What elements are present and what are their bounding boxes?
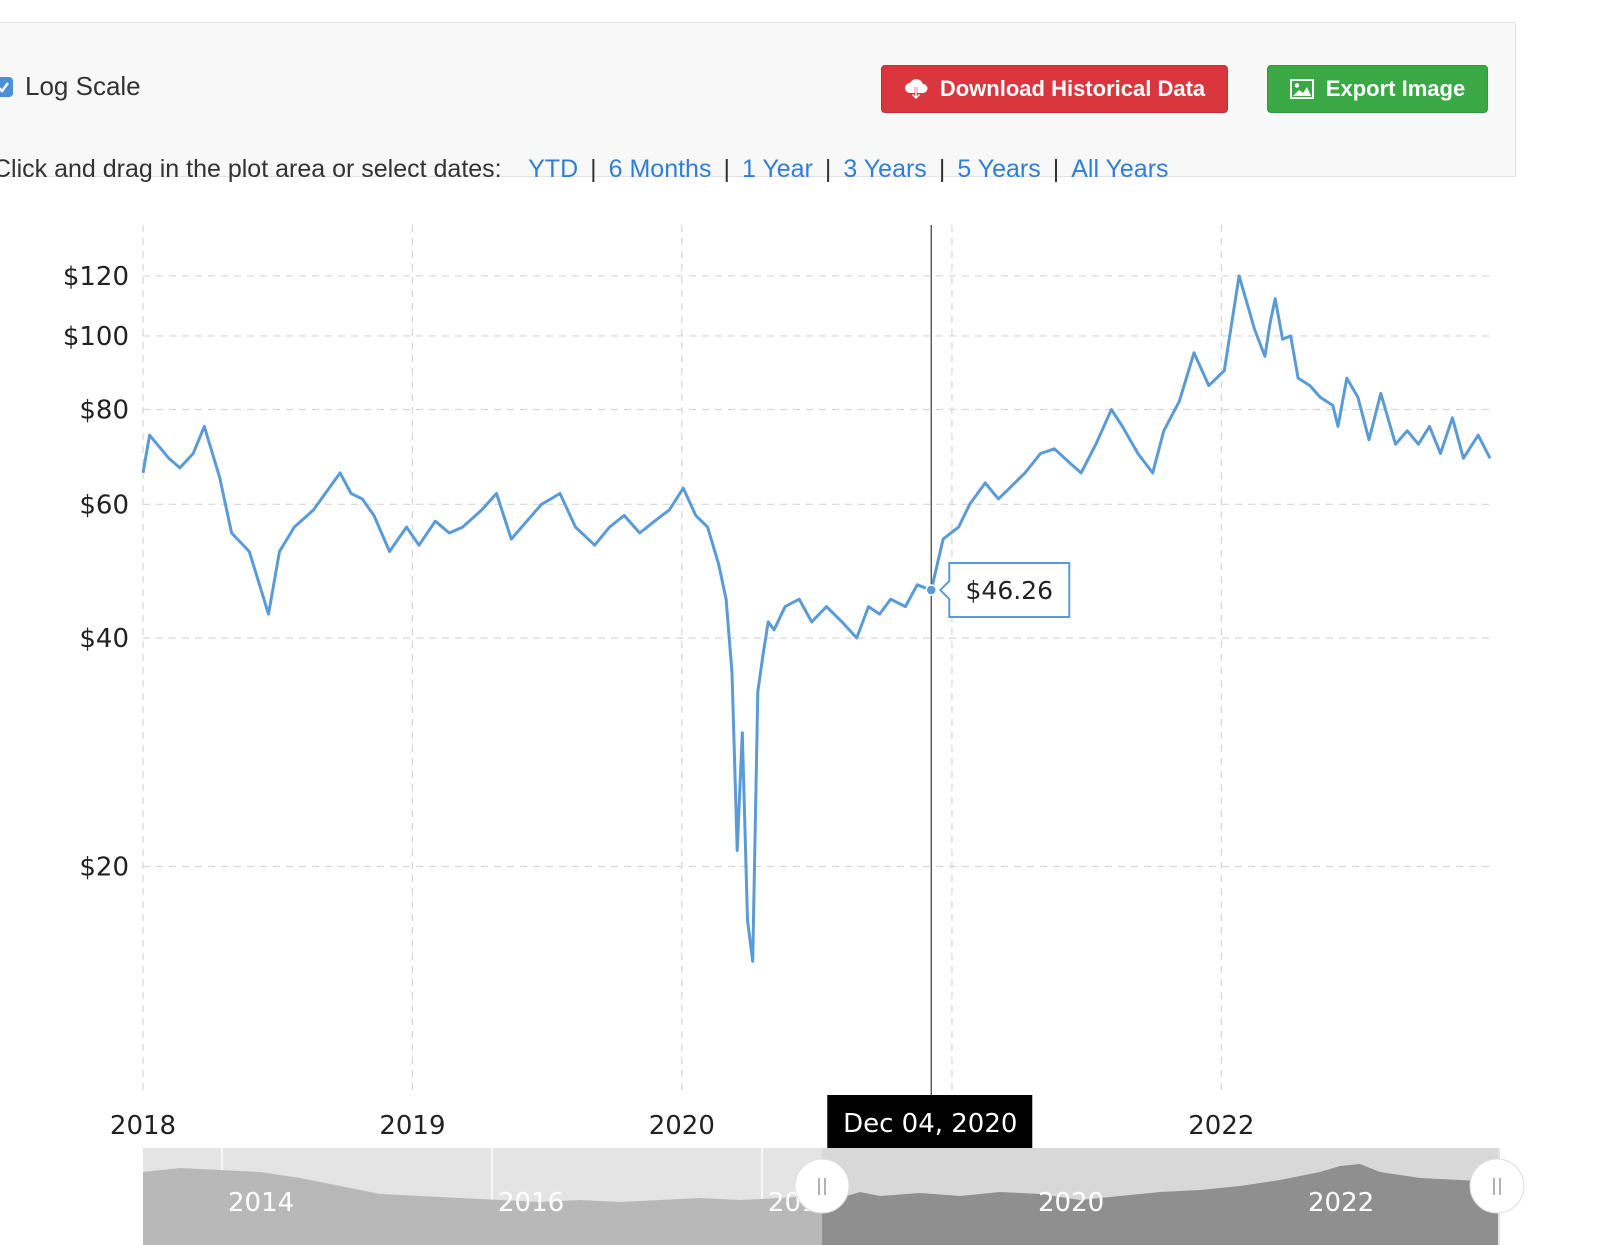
range-link-ytd[interactable]: YTD: [528, 155, 579, 183]
range-link-all-years[interactable]: All Years: [1071, 155, 1169, 183]
y-tick-label: $60: [79, 490, 129, 520]
range-separator: |: [938, 155, 946, 183]
download-button-label: Download Historical Data: [939, 76, 1206, 101]
image-icon: [1289, 79, 1314, 99]
navigator-history-area: [143, 1168, 822, 1245]
range-separator: |: [723, 155, 730, 183]
y-tick-label: $100: [63, 322, 129, 352]
cloud-download-icon: [904, 79, 928, 100]
navigator-selected-area: [822, 1164, 1498, 1245]
x-tick-label: 2022: [1188, 1111, 1254, 1141]
range-separator: |: [1052, 155, 1060, 183]
navigator-tick-label: 2020: [1038, 1188, 1104, 1218]
log-scale-checkbox[interactable]: [0, 77, 13, 97]
hover-point[interactable]: [925, 584, 938, 596]
download-historical-data-button[interactable]: Download Historical Data: [881, 65, 1228, 113]
navigator-left-handle[interactable]: [794, 1158, 850, 1214]
x-tick-label: 2019: [379, 1111, 445, 1141]
y-tick-label: $20: [79, 852, 129, 882]
export-button-label: Export Image: [1325, 76, 1466, 101]
value-tooltip-label: $46.26: [966, 576, 1053, 605]
chart-toolbar: Log Scale Download Historical Data Expor…: [0, 22, 1516, 183]
price-series-line[interactable]: [141, 274, 1492, 963]
range-link-5-years[interactable]: 5 Years: [957, 155, 1041, 183]
range-separator: |: [590, 155, 597, 183]
range-link-3-years[interactable]: 3 Years: [843, 155, 927, 183]
export-image-button[interactable]: Export Image: [1267, 65, 1488, 113]
navigator-tick-label: 2022: [1308, 1188, 1374, 1218]
range-link-6-months[interactable]: 6 Months: [608, 155, 712, 183]
navigator-right-handle[interactable]: [1469, 1158, 1525, 1214]
y-tick-label: $120: [63, 262, 129, 292]
log-scale-label[interactable]: Log Scale: [25, 71, 141, 101]
date-tooltip-box: [827, 1095, 1033, 1148]
range-separator: |: [824, 155, 832, 183]
y-tick-label: $40: [79, 624, 129, 654]
x-tick-label: 2018: [110, 1111, 176, 1141]
x-tick-label: 2020: [649, 1111, 715, 1141]
navigator-tick-label: 2014: [228, 1188, 294, 1218]
date-range-selector: Click and drag in the plot area or selec…: [0, 155, 1169, 184]
range-link-1-year[interactable]: 1 Year: [741, 155, 813, 183]
navigator-tick-label: 2016: [498, 1188, 564, 1218]
value-tooltip-box: [938, 562, 1071, 619]
date-tooltip-label: Dec 04, 2020: [843, 1109, 1017, 1139]
checkmark-icon: [0, 82, 9, 93]
y-tick-label: $80: [79, 395, 129, 425]
date-range-prompt: Click and drag in the plot area or selec…: [0, 155, 502, 183]
